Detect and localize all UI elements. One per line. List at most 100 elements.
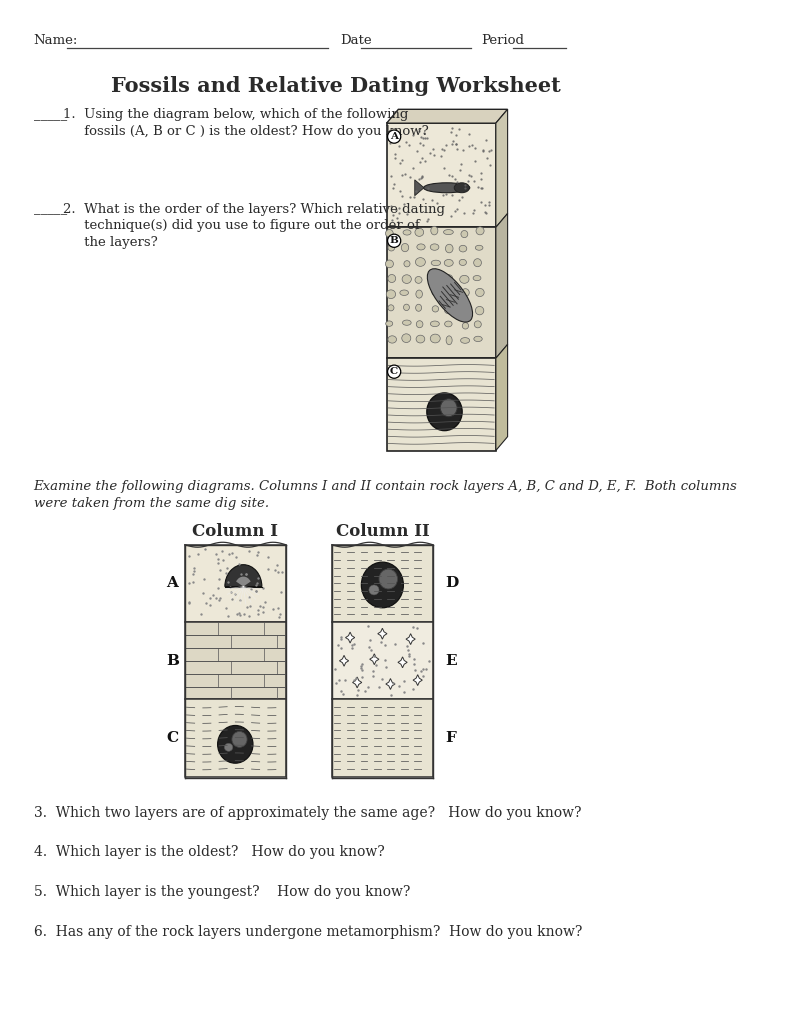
Wedge shape [225,564,262,587]
Ellipse shape [386,321,392,327]
Polygon shape [353,677,361,688]
Ellipse shape [423,183,470,193]
Ellipse shape [475,306,484,314]
Text: D: D [445,577,459,591]
Ellipse shape [462,323,468,329]
Ellipse shape [416,321,423,328]
Ellipse shape [388,274,396,283]
Ellipse shape [386,290,396,299]
Ellipse shape [416,335,425,343]
Bar [332,699,433,777]
Ellipse shape [443,274,452,282]
Text: were taken from the same dig site.: were taken from the same dig site. [33,497,269,510]
Text: Column I: Column I [192,523,278,540]
Polygon shape [387,110,508,123]
Polygon shape [346,632,354,643]
Bar [332,545,433,623]
Ellipse shape [460,338,470,343]
Polygon shape [378,629,387,639]
Ellipse shape [461,289,469,297]
Bar [387,123,496,227]
Ellipse shape [475,246,483,250]
Ellipse shape [218,725,253,763]
Text: E: E [445,653,457,668]
Ellipse shape [427,393,462,431]
Text: 2.  What is the order of the layers? Which relative dating: 2. What is the order of the layers? Whic… [63,203,445,215]
Polygon shape [369,653,379,665]
Text: B: B [390,237,399,246]
Bar [185,699,286,777]
Ellipse shape [415,228,424,237]
Ellipse shape [476,227,484,234]
Ellipse shape [461,230,467,238]
Text: B: B [166,653,180,668]
Ellipse shape [401,244,409,252]
Ellipse shape [474,259,482,266]
Ellipse shape [402,334,411,343]
Ellipse shape [385,229,393,238]
Polygon shape [496,110,508,227]
Polygon shape [496,344,508,451]
Text: technique(s) did you use to figure out the order of: technique(s) did you use to figure out t… [63,219,420,232]
Text: 1.  Using the diagram below, which of the following: 1. Using the diagram below, which of the… [63,109,408,121]
Text: A: A [390,132,398,141]
Polygon shape [339,655,349,667]
Text: 6.  Has any of the rock layers undergone metamorphism?  How do you know?: 6. Has any of the rock layers undergone … [33,925,582,939]
Text: Name:: Name: [33,34,78,47]
Ellipse shape [460,275,469,284]
Ellipse shape [403,229,411,236]
Ellipse shape [430,244,439,250]
Polygon shape [406,634,415,644]
Ellipse shape [445,322,452,327]
Ellipse shape [361,562,403,608]
Ellipse shape [475,321,481,328]
Ellipse shape [415,258,426,266]
Text: Examine the following diagrams. Columns I and II contain rock layers A, B, C and: Examine the following diagrams. Columns … [33,480,737,494]
Ellipse shape [388,336,396,343]
Ellipse shape [232,731,247,748]
Ellipse shape [388,244,395,251]
Text: the layers?: the layers? [63,237,157,249]
Bar [387,227,496,358]
Polygon shape [414,180,424,196]
Ellipse shape [403,304,410,310]
Ellipse shape [417,244,425,250]
Text: fossils (A, B or C ) is the oldest? How do you know?: fossils (A, B or C ) is the oldest? How … [63,125,429,138]
Ellipse shape [430,334,441,343]
Ellipse shape [441,399,457,417]
Bar [185,623,286,699]
Polygon shape [413,675,422,686]
Bar [332,623,433,699]
Text: 4.  Which layer is the oldest?   How do you know?: 4. Which layer is the oldest? How do you… [33,845,384,859]
Ellipse shape [432,306,439,312]
Ellipse shape [475,289,484,297]
Ellipse shape [431,226,438,234]
Ellipse shape [402,274,411,284]
Ellipse shape [430,321,439,327]
Bar [387,358,496,451]
Text: F: F [445,731,456,745]
Ellipse shape [457,307,467,314]
Text: Period: Period [482,34,524,47]
Polygon shape [398,656,407,668]
Polygon shape [496,213,508,358]
Ellipse shape [369,585,379,595]
Ellipse shape [473,275,481,281]
Ellipse shape [474,336,483,342]
Ellipse shape [448,289,454,297]
Polygon shape [386,679,395,689]
Ellipse shape [454,183,469,193]
Wedge shape [236,577,251,587]
Ellipse shape [225,743,233,752]
Ellipse shape [415,276,422,284]
Ellipse shape [403,321,411,326]
Text: 3.  Which two layers are of approximately the same age?   How do you know?: 3. Which two layers are of approximately… [33,806,581,819]
Text: A: A [166,577,178,591]
Ellipse shape [459,246,467,252]
Ellipse shape [427,268,472,323]
Text: C: C [166,731,179,745]
Ellipse shape [415,304,422,311]
Text: C: C [390,368,398,376]
Text: Date: Date [340,34,372,47]
Ellipse shape [445,245,453,253]
